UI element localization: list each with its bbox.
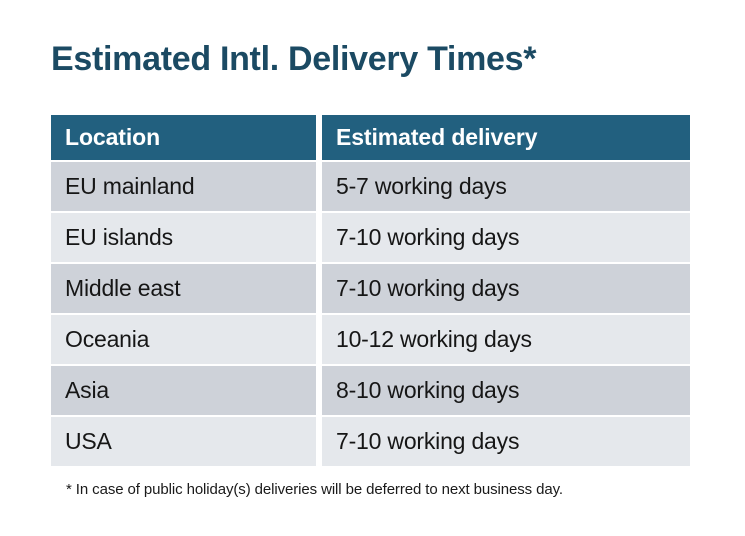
table-row: EU islands 7-10 working days <box>51 213 690 262</box>
cell-estimated-delivery: 7-10 working days <box>322 264 690 313</box>
cell-divider <box>316 264 322 313</box>
table-row: EU mainland 5-7 working days <box>51 162 690 211</box>
cell-location: USA <box>51 417 316 466</box>
cell-location: EU islands <box>51 213 316 262</box>
cell-divider <box>316 315 322 364</box>
cell-divider <box>316 366 322 415</box>
table-row: Oceania 10-12 working days <box>51 315 690 364</box>
table-row: Middle east 7-10 working days <box>51 264 690 313</box>
table-row: Asia 8-10 working days <box>51 366 690 415</box>
table-footnote: * In case of public holiday(s) deliverie… <box>66 481 563 498</box>
page-title: Estimated Intl. Delivery Times* <box>51 40 537 78</box>
cell-estimated-delivery: 7-10 working days <box>322 213 690 262</box>
column-divider <box>316 115 322 160</box>
delivery-times-table: Location Estimated delivery EU mainland … <box>51 115 690 468</box>
cell-estimated-delivery: 10-12 working days <box>322 315 690 364</box>
cell-location: Asia <box>51 366 316 415</box>
cell-divider <box>316 213 322 262</box>
cell-estimated-delivery: 7-10 working days <box>322 417 690 466</box>
cell-location: Oceania <box>51 315 316 364</box>
table-row: USA 7-10 working days <box>51 417 690 466</box>
cell-estimated-delivery: 8-10 working days <box>322 366 690 415</box>
cell-estimated-delivery: 5-7 working days <box>322 162 690 211</box>
cell-location: EU mainland <box>51 162 316 211</box>
column-header-location: Location <box>51 115 316 160</box>
column-header-estimated-delivery: Estimated delivery <box>322 115 690 160</box>
cell-divider <box>316 417 322 466</box>
cell-location: Middle east <box>51 264 316 313</box>
cell-divider <box>316 162 322 211</box>
table-header-row: Location Estimated delivery <box>51 115 690 160</box>
